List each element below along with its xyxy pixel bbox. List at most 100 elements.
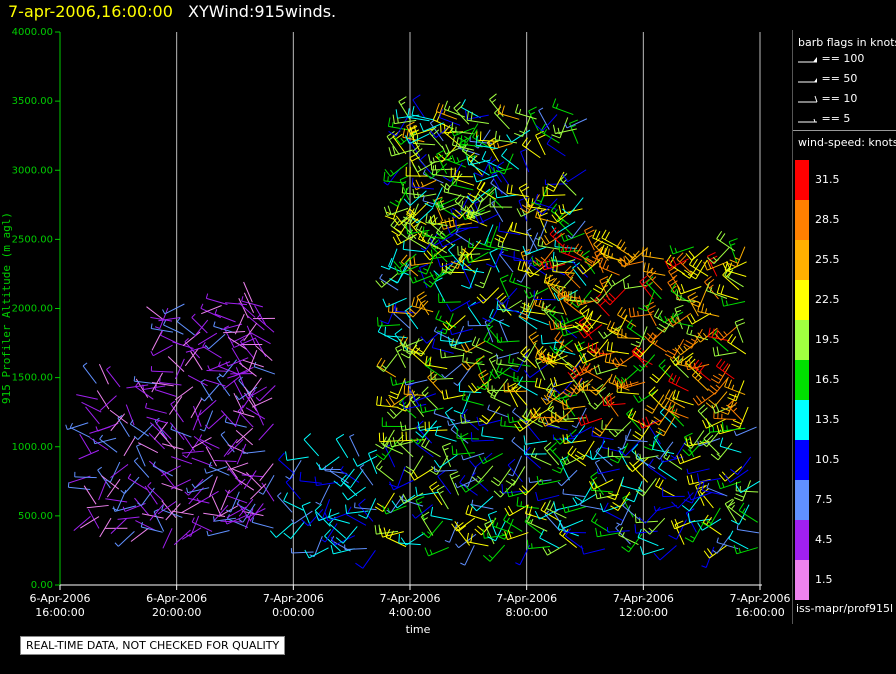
wind-barb bbox=[439, 348, 464, 359]
wind-barb bbox=[151, 372, 163, 393]
color-scale-label: 25.5 bbox=[815, 253, 840, 266]
wind-barb bbox=[191, 436, 212, 449]
product-name: XYWind:915winds. bbox=[188, 2, 337, 21]
wind-barb bbox=[575, 364, 600, 377]
wind-barb bbox=[161, 482, 183, 492]
wind-barb bbox=[424, 546, 449, 557]
wind-barb bbox=[610, 491, 631, 511]
wind-barb bbox=[539, 529, 560, 549]
wind-barb bbox=[354, 502, 377, 511]
wind-barb bbox=[379, 273, 399, 291]
wind-barb bbox=[96, 390, 110, 410]
wind-barb bbox=[553, 501, 578, 511]
wind-barb bbox=[687, 292, 699, 317]
wind-barb bbox=[538, 107, 550, 130]
wind-barb bbox=[99, 434, 118, 453]
barb-flag-label: == 100 bbox=[818, 52, 865, 65]
wind-barb bbox=[474, 186, 497, 203]
wind-barb bbox=[461, 355, 485, 371]
wind-barb bbox=[727, 246, 746, 268]
wind-barb bbox=[244, 508, 254, 530]
wind-barb bbox=[110, 464, 129, 479]
wind-barb bbox=[466, 203, 491, 216]
color-swatch bbox=[795, 360, 809, 400]
header: 7-apr-2006,16:00:00 XYWind:915winds. bbox=[8, 2, 336, 21]
wind-barb bbox=[634, 450, 659, 460]
wind-barb bbox=[285, 459, 302, 480]
wind-barb bbox=[595, 447, 613, 467]
wind-barb bbox=[630, 326, 648, 348]
wind-barb bbox=[196, 490, 219, 503]
wind-barb bbox=[79, 433, 92, 454]
wind-barb bbox=[376, 353, 398, 372]
wind-barb bbox=[638, 416, 663, 429]
wind-barb bbox=[535, 491, 560, 502]
y-tick-label: 2000.00 bbox=[12, 304, 53, 315]
wind-barb bbox=[617, 306, 637, 327]
wind-barb bbox=[697, 518, 722, 531]
wind-barb bbox=[667, 276, 681, 301]
wind-barb bbox=[235, 367, 246, 388]
wind-barb bbox=[569, 119, 579, 144]
wind-barb bbox=[149, 422, 167, 439]
wind-barb bbox=[516, 262, 532, 283]
wind-barb bbox=[686, 468, 710, 475]
wind-barb bbox=[606, 274, 631, 287]
wind-barb bbox=[158, 317, 181, 322]
wind-barb bbox=[237, 407, 254, 428]
wind-barb bbox=[460, 545, 475, 566]
wind-barb bbox=[546, 136, 566, 157]
wind-barb bbox=[588, 392, 611, 410]
wind-barb bbox=[223, 330, 246, 334]
wind-barb bbox=[703, 544, 728, 559]
wind-barb bbox=[551, 221, 576, 234]
wind-barb bbox=[188, 487, 204, 505]
wind-barb bbox=[349, 433, 360, 457]
wind-barb bbox=[721, 297, 746, 307]
wind-barb bbox=[592, 417, 613, 437]
wind-barb bbox=[626, 407, 642, 431]
wind-barb bbox=[692, 359, 711, 382]
wind-barb bbox=[687, 259, 708, 280]
wind-barb bbox=[227, 467, 243, 486]
wind-barb bbox=[447, 336, 472, 346]
wind-barb bbox=[551, 406, 575, 423]
wind-barb bbox=[150, 316, 173, 322]
wind-barb bbox=[388, 466, 406, 488]
wind-barb bbox=[342, 486, 366, 501]
wind-barb bbox=[73, 516, 91, 532]
color-scale-label: 22.5 bbox=[815, 293, 840, 306]
barb-flag-label: == 50 bbox=[818, 72, 858, 85]
wind-barb bbox=[390, 218, 409, 240]
y-tick-label: 500.00 bbox=[18, 511, 53, 522]
wind-barb bbox=[233, 380, 245, 401]
wind-barb bbox=[388, 257, 409, 276]
wind-barb bbox=[402, 341, 426, 355]
wind-barb bbox=[398, 533, 421, 546]
wind-barb bbox=[716, 230, 736, 252]
wind-barb bbox=[135, 520, 156, 531]
wind-barb bbox=[82, 362, 97, 384]
legend-panel: barb flags in knots == 100 == 50 == 10 =… bbox=[792, 30, 896, 624]
wind-barb bbox=[439, 108, 461, 126]
wind-barb bbox=[93, 437, 117, 445]
wind-barb bbox=[159, 377, 182, 386]
wind-barb bbox=[441, 363, 463, 379]
wind-barb bbox=[524, 514, 543, 536]
wind-barb bbox=[670, 518, 696, 530]
wind-barb bbox=[411, 179, 437, 191]
wind-barb bbox=[154, 307, 169, 329]
wind-barb bbox=[150, 323, 174, 333]
wind-barb bbox=[461, 267, 478, 289]
wind-barb bbox=[451, 122, 474, 135]
data-source-label: iss-mapr/prof915l bbox=[796, 602, 894, 615]
wind-barb bbox=[540, 334, 565, 345]
wind-barb bbox=[520, 147, 530, 173]
wind-barb bbox=[491, 199, 504, 223]
wind-barb bbox=[406, 201, 429, 219]
wind-barb bbox=[697, 404, 714, 428]
wind-barb bbox=[358, 498, 374, 522]
speed-legend-title: wind-speed: knots bbox=[798, 136, 896, 149]
wind-barb bbox=[328, 508, 350, 524]
wind-barb bbox=[470, 432, 494, 442]
